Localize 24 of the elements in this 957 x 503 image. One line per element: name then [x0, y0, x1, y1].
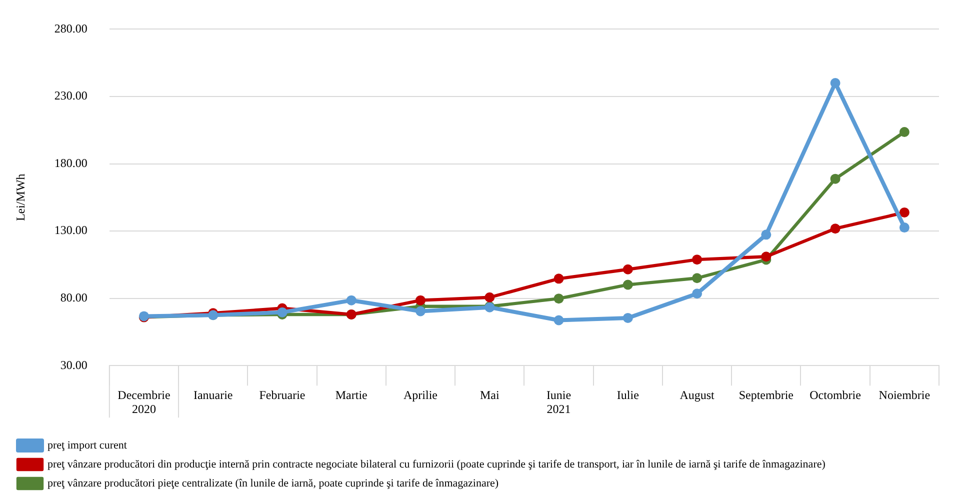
legend-label: preţ import curent [48, 439, 127, 452]
x-tick-label: Martie [335, 388, 368, 402]
y-tick-label: 80.00 [60, 290, 88, 304]
x-tick-label: Aprilie [404, 388, 438, 402]
y-tick-label: 130.00 [54, 223, 88, 238]
text: 2021 [546, 402, 571, 416]
y-tick-label: 230.00 [54, 88, 88, 103]
y-tick-label: 30.00 [60, 358, 88, 372]
legend-label: preţ vânzare producători din producţie internă prin contracte negociate bilateral cu furnizorii (poate cuprinde şi tarife de transport, iar în lunile de iarnă şi tarife de înmagazinare) [48, 458, 826, 470]
legend-label: preţ vânzare producători pieţe centralizate (în lunile de iarnă, poate cuprinde şi tarife de înmagazinare) [48, 477, 499, 490]
x-tick-label: Octombrie [810, 388, 861, 402]
x-tick-label: Noiembrie [878, 388, 930, 402]
x-tick-label: Februarie [259, 388, 306, 402]
x-tick-label: Mai [480, 388, 500, 402]
x-tick-label: Decembrie [118, 388, 170, 402]
x-tick-label: August [680, 388, 716, 402]
x-tick-label: Septembrie [738, 388, 794, 402]
x-tick-label: Ianuarie [193, 388, 233, 402]
x-tick-label: Iulie [616, 388, 639, 402]
y-axis-title: Lei/MWh [13, 174, 28, 222]
y-tick-label: 180.00 [54, 156, 88, 170]
y-tick-label: 280.00 [54, 21, 88, 36]
text: 2020 [132, 402, 156, 416]
x-tick-label: Iunie [546, 388, 572, 402]
